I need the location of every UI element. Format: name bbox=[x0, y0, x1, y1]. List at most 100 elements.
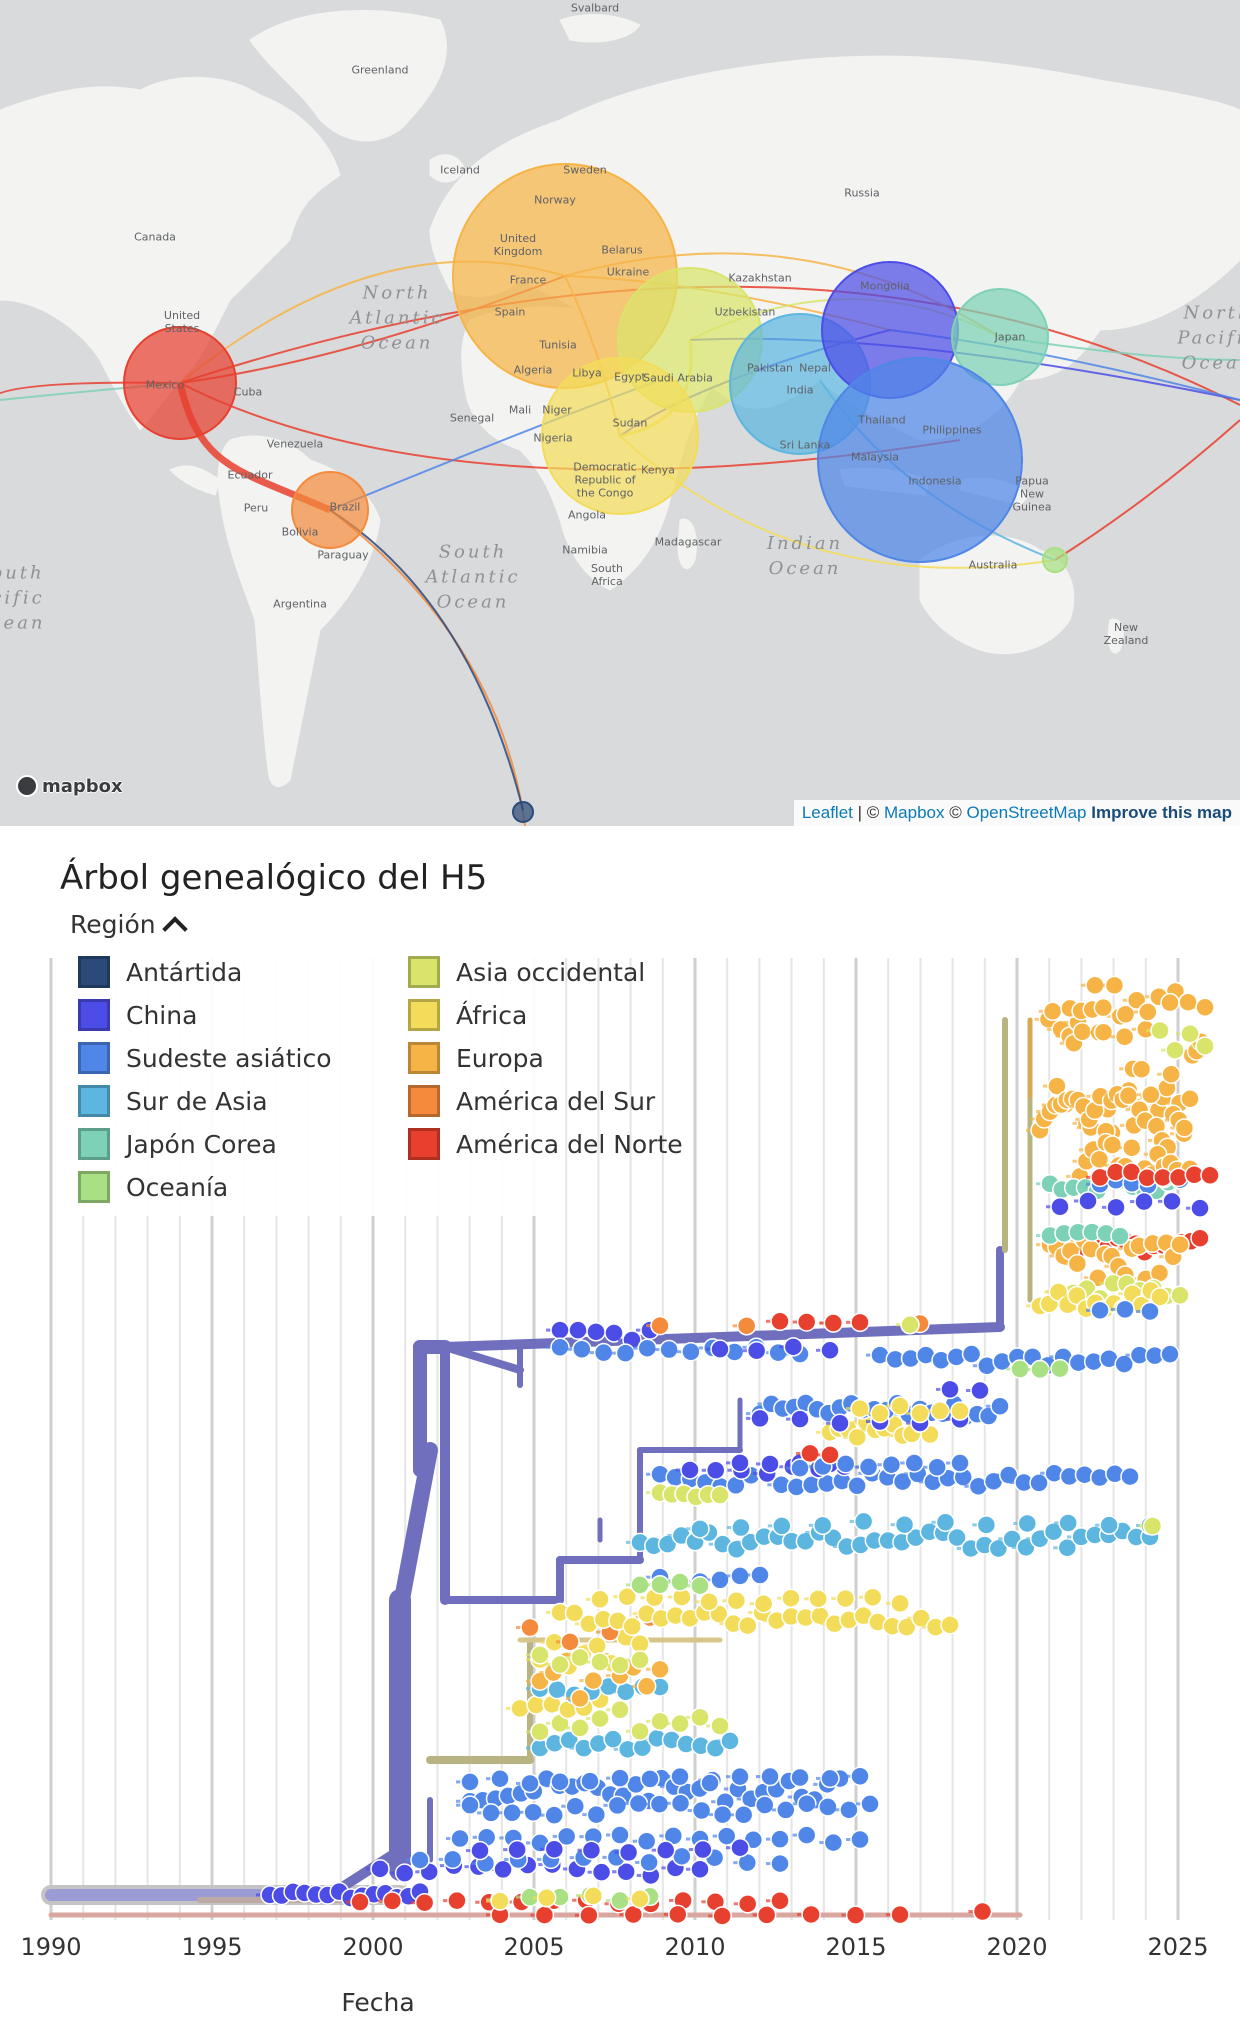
tip-node[interactable] bbox=[847, 1427, 868, 1448]
tip-node[interactable] bbox=[1047, 1076, 1067, 1096]
tip-node[interactable] bbox=[370, 1859, 390, 1879]
tip-node[interactable] bbox=[502, 1803, 522, 1823]
tip-node[interactable] bbox=[550, 1337, 570, 1357]
tip-node[interactable] bbox=[1114, 1354, 1134, 1374]
tip-node[interactable] bbox=[1134, 1191, 1154, 1212]
legend-item-1[interactable]: China bbox=[78, 999, 197, 1031]
legend-item-7[interactable]: África bbox=[408, 999, 527, 1031]
tip-node[interactable] bbox=[947, 1527, 967, 1548]
tip-node[interactable] bbox=[1161, 1064, 1181, 1084]
tip-node[interactable] bbox=[790, 1767, 810, 1788]
tip-node[interactable] bbox=[460, 1772, 480, 1792]
region-circle-8[interactable] bbox=[817, 357, 1023, 563]
tip-node[interactable] bbox=[1170, 1285, 1190, 1306]
tip-node[interactable] bbox=[1050, 1358, 1070, 1379]
tip-node[interactable] bbox=[820, 1445, 840, 1465]
tip-node[interactable] bbox=[705, 1460, 726, 1481]
tip-node[interactable] bbox=[850, 1829, 870, 1850]
tip-node[interactable] bbox=[756, 1905, 777, 1925]
improve-map-link[interactable]: Improve this map bbox=[1091, 803, 1232, 822]
tip-node[interactable] bbox=[668, 1904, 688, 1925]
region-circle-4[interactable] bbox=[291, 471, 369, 549]
tip-node[interactable] bbox=[680, 1460, 700, 1480]
tip-node[interactable] bbox=[940, 1615, 960, 1635]
tip-node[interactable] bbox=[850, 1312, 870, 1333]
tip-node[interactable] bbox=[835, 1588, 856, 1609]
tip-node[interactable] bbox=[1138, 1002, 1158, 1022]
tip-node[interactable] bbox=[760, 1766, 780, 1787]
tip-node[interactable] bbox=[1058, 1513, 1078, 1533]
tip-node[interactable] bbox=[591, 1862, 612, 1882]
tip-node[interactable] bbox=[1190, 1228, 1210, 1248]
legend-item-8[interactable]: Europa bbox=[408, 1042, 544, 1074]
tip-node[interactable] bbox=[820, 1340, 840, 1361]
legend-toggle[interactable]: Región bbox=[70, 910, 188, 942]
tip-node[interactable] bbox=[693, 1839, 713, 1860]
legend-item-4[interactable]: Japón Corea bbox=[78, 1128, 277, 1160]
tip-node[interactable] bbox=[961, 1344, 982, 1364]
mapbox-logo[interactable]: mapbox bbox=[16, 772, 123, 800]
legend-item-10[interactable]: América del Norte bbox=[408, 1128, 683, 1160]
tip-node[interactable] bbox=[616, 1862, 636, 1882]
tip-node[interactable] bbox=[772, 1516, 792, 1536]
tip-node[interactable] bbox=[862, 1587, 883, 1608]
tip-node[interactable] bbox=[690, 1859, 710, 1880]
tip-node[interactable] bbox=[615, 1343, 636, 1363]
tip-node[interactable] bbox=[900, 1314, 920, 1335]
osm-link[interactable]: OpenStreetMap bbox=[966, 803, 1087, 822]
tip-node[interactable] bbox=[536, 1888, 557, 1908]
tip-node[interactable] bbox=[447, 1890, 467, 1911]
tip-node[interactable] bbox=[1029, 1473, 1049, 1493]
tip-node[interactable] bbox=[691, 1800, 712, 1821]
tip-node[interactable] bbox=[550, 1771, 570, 1792]
tip-node[interactable] bbox=[770, 1311, 790, 1332]
tip-node[interactable] bbox=[564, 1603, 585, 1623]
tip-node[interactable] bbox=[607, 1795, 628, 1816]
tip-node[interactable] bbox=[603, 1729, 623, 1749]
tip-node[interactable] bbox=[1160, 992, 1180, 1013]
tip-node[interactable] bbox=[590, 1652, 610, 1672]
tip-node[interactable] bbox=[730, 1766, 750, 1787]
tip-node[interactable] bbox=[839, 1800, 859, 1820]
legend-item-2[interactable]: Sudeste asiático bbox=[78, 1042, 332, 1074]
tip-node[interactable] bbox=[796, 1825, 817, 1845]
tip-node[interactable] bbox=[860, 1794, 880, 1814]
tip-node[interactable] bbox=[823, 1313, 844, 1333]
tip-node[interactable] bbox=[820, 1768, 840, 1789]
tip-node[interactable] bbox=[507, 1839, 527, 1860]
tip-node[interactable] bbox=[712, 1906, 732, 1926]
tip-node[interactable] bbox=[530, 1645, 550, 1665]
tip-node[interactable] bbox=[572, 1339, 592, 1360]
tip-node[interactable] bbox=[927, 1457, 947, 1478]
tip-node[interactable] bbox=[710, 1339, 730, 1359]
tip-node[interactable] bbox=[845, 1905, 866, 1925]
tip-node[interactable] bbox=[1168, 1167, 1189, 1188]
tip-node[interactable] bbox=[490, 1891, 510, 1911]
tip-node[interactable] bbox=[1122, 1138, 1142, 1158]
tip-node[interactable] bbox=[716, 1826, 737, 1846]
tip-node[interactable] bbox=[847, 1476, 867, 1496]
tip-node[interactable] bbox=[746, 1340, 767, 1361]
tip-node[interactable] bbox=[870, 1403, 890, 1424]
tip-node[interactable] bbox=[523, 1802, 543, 1822]
tip-node[interactable] bbox=[610, 1655, 630, 1676]
tip-node[interactable] bbox=[1160, 1344, 1180, 1364]
tip-node[interactable] bbox=[736, 1316, 757, 1336]
tip-node[interactable] bbox=[753, 1593, 774, 1614]
tip-node[interactable] bbox=[672, 1846, 692, 1867]
tip-node[interactable] bbox=[556, 1826, 577, 1847]
tip-node[interactable] bbox=[970, 1380, 990, 1401]
tip-node[interactable] bbox=[731, 1517, 751, 1538]
tip-node[interactable] bbox=[568, 1320, 588, 1340]
tip-node[interactable] bbox=[1190, 1198, 1210, 1218]
tip-node[interactable] bbox=[1170, 1234, 1190, 1255]
tip-node[interactable] bbox=[972, 1901, 993, 1922]
tip-node[interactable] bbox=[628, 1793, 649, 1814]
tip-node[interactable] bbox=[580, 1771, 600, 1791]
tip-node[interactable] bbox=[1165, 1040, 1185, 1060]
world-map[interactable] bbox=[0, 0, 1240, 826]
tip-node[interactable] bbox=[610, 1890, 630, 1911]
tip-node[interactable] bbox=[720, 1731, 740, 1751]
tip-node[interactable] bbox=[590, 1708, 610, 1729]
tip-node[interactable] bbox=[670, 1793, 691, 1814]
